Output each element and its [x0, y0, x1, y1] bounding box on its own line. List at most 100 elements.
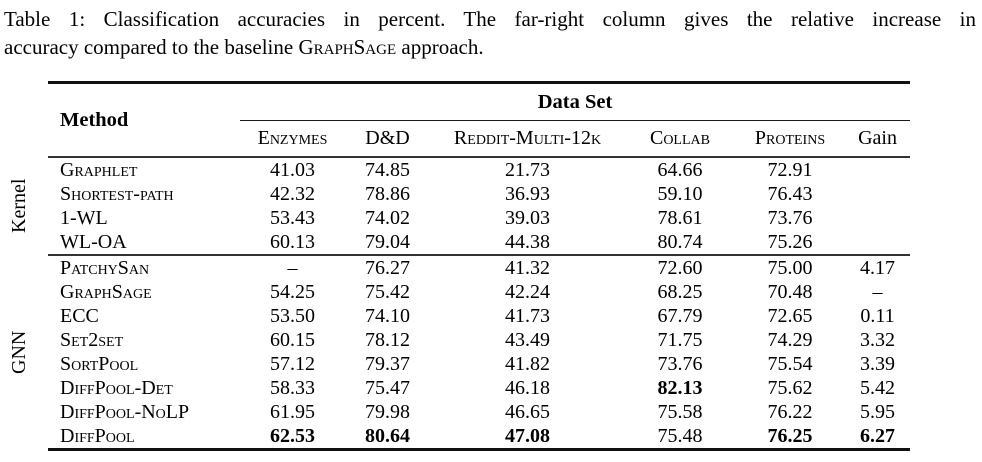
- value-cell-collab: 80.74: [657, 231, 703, 253]
- value-cell-enzymes: 57.12: [270, 353, 315, 375]
- value-cell-collab: 73.76: [657, 353, 703, 375]
- method-cell: SortPool: [60, 353, 139, 375]
- value-cell-proteins: 75.54: [767, 353, 813, 375]
- method-cell: PatchySan: [60, 257, 150, 279]
- value-cell-d-d: 78.12: [365, 329, 410, 351]
- value-cell-reddit-multi-12k: 46.65: [505, 401, 550, 423]
- row-patchysan: PatchySan – 76.27 41.32 72.60 75.00 4.17: [48, 255, 910, 280]
- row-ecc: ECC 53.50 74.10 41.73 67.79 72.65 0.11: [48, 304, 910, 328]
- results-table: Method Data Set Enzymes D&D Reddit-Multi-1…: [48, 81, 911, 451]
- row-shortest-path: Shortest-path 42.32 78.86 36.93 59.10 76.43: [48, 182, 910, 206]
- graphsage-brand-text: GraphSage: [298, 35, 397, 59]
- value-cell-proteins: 70.48: [767, 281, 813, 303]
- header-row-top: Method Data Set: [48, 82, 911, 131]
- row-1-wl: 1-WL 53.43 74.02 39.03 78.61 73.76: [48, 206, 910, 230]
- group-label-gnn: GNN: [8, 330, 30, 375]
- value-cell-enzymes: 60.15: [270, 329, 315, 351]
- method-cell: WL-OA: [60, 231, 127, 253]
- value-cell-gain: 6.27: [860, 425, 896, 447]
- value-cell-reddit-multi-12k: 44.38: [505, 231, 550, 253]
- value-cell-reddit-multi-12k: 42.24: [505, 281, 550, 303]
- method-cell: 1-WL: [60, 207, 108, 229]
- method-cell: GraphSage: [60, 281, 152, 303]
- value-cell-gain: [845, 182, 910, 206]
- caption-text: accuracy compared to the baseline: [4, 35, 299, 59]
- value-cell-proteins: 73.76: [767, 207, 813, 229]
- col-header-gain: Gain: [858, 127, 897, 149]
- kernel-group-body: Graphlet 41.03 74.85 21.73 64.66 72.91 Shortes…: [48, 157, 911, 255]
- value-cell-proteins: 72.65: [767, 305, 813, 327]
- value-cell-enzymes: 54.25: [270, 281, 315, 303]
- method-cell: Graphlet: [60, 159, 138, 181]
- row-diffpool-det: DiffPool-Det 58.33 75.47 46.18 82.13 75.62 5.4…: [48, 376, 910, 400]
- value-cell-gain: [845, 206, 910, 230]
- row-sortpool: SortPool 57.12 79.37 41.82 73.76 75.54 3.39: [48, 352, 910, 376]
- row-set2set: Set2set 60.15 78.12 43.49 71.75 74.29 3.32: [48, 328, 910, 352]
- value-cell-collab: 71.75: [657, 329, 703, 351]
- method-cell: DiffPool: [60, 425, 135, 447]
- method-cell: Set2set: [60, 329, 124, 351]
- value-cell-reddit-multi-12k: 47.08: [505, 425, 550, 447]
- col-header-enzymes: Enzymes: [257, 127, 328, 149]
- caption-line-2: accuracy compared to the baseline GraphS…: [4, 33, 976, 61]
- value-cell-enzymes: 53.43: [270, 207, 315, 229]
- value-cell-collab: 59.10: [657, 183, 703, 205]
- row-diffpool: DiffPool 62.53 80.64 47.08 75.48 76.25 6.27: [48, 424, 910, 450]
- row-diffpool-nolp: DiffPool-NoLP 61.95 79.98 46.65 75.58 76.22 5.…: [48, 400, 910, 424]
- value-cell-reddit-multi-12k: 41.32: [505, 257, 550, 279]
- value-cell-enzymes: 42.32: [270, 183, 315, 205]
- method-cell: ECC: [60, 305, 99, 327]
- value-cell-collab: 72.60: [657, 257, 703, 279]
- value-cell-d-d: 76.27: [365, 257, 410, 279]
- value-cell-reddit-multi-12k: 41.82: [505, 353, 550, 375]
- value-cell-reddit-multi-12k: 21.73: [505, 159, 550, 181]
- table-head: Method Data Set Enzymes D&D Reddit-Multi-1…: [48, 82, 911, 158]
- value-cell-gain: 5.95: [860, 401, 896, 423]
- col-header-proteins: Proteins: [754, 127, 826, 149]
- value-cell-gain: –: [872, 281, 883, 303]
- table-caption: Table 1: Classification accuracies in pe…: [0, 0, 978, 61]
- value-cell-collab: 68.25: [657, 281, 703, 303]
- column-headers-row: Enzymes D&D Reddit-Multi-12k Collab Proteins…: [48, 121, 910, 158]
- value-cell-d-d: 75.47: [365, 377, 410, 399]
- value-cell-gain: [845, 230, 910, 255]
- value-cell-d-d: 74.02: [365, 207, 410, 229]
- value-cell-collab: 67.79: [657, 305, 703, 327]
- gnn-group-body: PatchySan –76.27 41.32 72.60 75.00 4.17 GraphS…: [48, 255, 911, 450]
- value-cell-proteins: 75.00: [767, 257, 813, 279]
- value-cell-d-d: 74.10: [365, 305, 410, 327]
- results-table-wrap: Kernel GNN Method Data Set Enzymes D&D Red…: [8, 81, 911, 451]
- value-cell-collab: 64.66: [657, 159, 703, 181]
- value-cell-d-d: 75.42: [365, 281, 410, 303]
- value-cell-gain: 5.42: [860, 377, 896, 399]
- col-header-collab: Collab: [649, 127, 710, 149]
- value-cell-gain: 3.32: [860, 329, 896, 351]
- value-cell-enzymes: 61.95: [270, 401, 315, 423]
- value-cell-enzymes: 58.33: [270, 377, 315, 399]
- caption-text: approach.: [396, 35, 484, 59]
- col-header-reddit-multi-12k: Reddit-Multi-12k: [453, 127, 602, 149]
- value-cell-d-d: 79.98: [365, 401, 410, 423]
- value-cell-reddit-multi-12k: 46.18: [505, 377, 550, 399]
- value-cell-reddit-multi-12k: 41.73: [505, 305, 550, 327]
- value-cell-gain: 0.11: [860, 305, 895, 327]
- value-cell-gain: [845, 157, 910, 182]
- row-graphlet: Graphlet 41.03 74.85 21.73 64.66 72.91: [48, 157, 910, 182]
- value-cell-collab: 78.61: [657, 207, 703, 229]
- value-cell-d-d: 80.64: [365, 425, 410, 447]
- value-cell-reddit-multi-12k: 39.03: [505, 207, 550, 229]
- value-cell-proteins: 76.43: [767, 183, 813, 205]
- value-cell-proteins: 75.62: [767, 377, 813, 399]
- value-cell-enzymes: 41.03: [270, 159, 315, 181]
- value-cell-d-d: 79.37: [365, 353, 410, 375]
- value-cell-enzymes: 60.13: [270, 231, 315, 253]
- value-cell-proteins: 74.29: [767, 329, 813, 351]
- value-cell-collab: 75.48: [657, 425, 703, 447]
- row-graphsage: GraphSage 54.25 75.42 42.24 68.25 70.48 –: [48, 280, 910, 304]
- value-cell-reddit-multi-12k: 36.93: [505, 183, 550, 205]
- value-cell-enzymes: 53.50: [270, 305, 315, 327]
- group-label-kernel: Kernel: [8, 178, 30, 233]
- paper-page: Table 1: Classification accuracies in pe…: [0, 0, 978, 451]
- value-cell-gain: 4.17: [860, 257, 896, 279]
- value-cell-reddit-multi-12k: 43.49: [505, 329, 550, 351]
